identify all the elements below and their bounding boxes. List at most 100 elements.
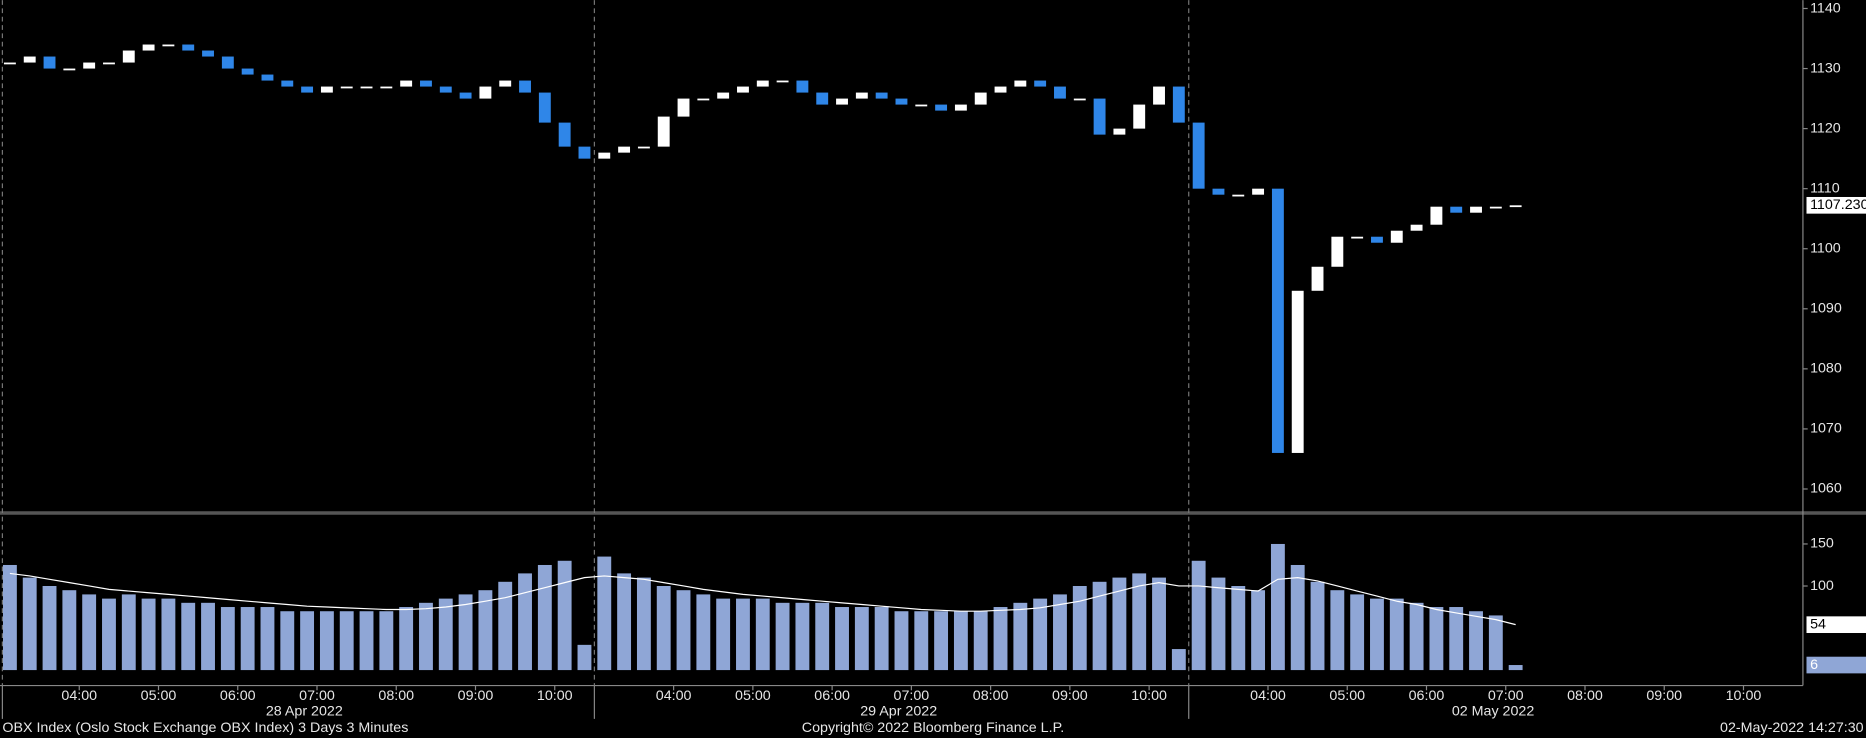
volume-bar — [1171, 649, 1186, 671]
candle — [1331, 236, 1344, 267]
volume-bar — [716, 598, 731, 671]
volume-bar — [973, 611, 988, 671]
candle — [142, 44, 155, 51]
candle — [1252, 188, 1265, 195]
candle — [1192, 122, 1205, 189]
y-tick-label: 1060 — [1810, 481, 1842, 497]
candle — [122, 50, 135, 63]
volume-bar — [260, 607, 275, 671]
candle — [1232, 194, 1245, 197]
candle — [875, 92, 888, 99]
candle — [1034, 80, 1047, 87]
candle — [657, 116, 670, 147]
volume-bar — [141, 598, 156, 671]
candle — [796, 80, 809, 93]
volume-bar — [775, 602, 790, 671]
x-tick-label: 10:00 — [537, 688, 573, 704]
volume-bar — [577, 644, 592, 671]
candle — [420, 80, 432, 87]
candle — [836, 98, 848, 105]
y-tick-label: 1130 — [1810, 60, 1841, 76]
day-label: 29 Apr 2022 — [860, 704, 937, 720]
x-tick-label: 05:00 — [141, 688, 177, 704]
candle — [618, 146, 631, 153]
last-ma-label: 54 — [1810, 616, 1826, 632]
volume-bar — [379, 611, 394, 671]
volume-bar — [220, 607, 235, 671]
candle — [974, 92, 987, 105]
candle — [63, 68, 76, 71]
candle — [1390, 230, 1403, 243]
volume-bar — [795, 602, 810, 671]
candle — [281, 80, 294, 87]
x-tick-label: 07:00 — [299, 688, 335, 704]
x-tick-label: 09:00 — [1052, 688, 1088, 704]
volume-bar — [1191, 560, 1206, 671]
volume-bar — [280, 611, 295, 671]
volume-bar — [1231, 586, 1246, 671]
volume-bar — [1092, 581, 1107, 671]
candle — [677, 98, 690, 117]
volume-bar — [42, 586, 57, 671]
volume-bar — [894, 611, 909, 671]
volume-bar — [359, 611, 374, 671]
x-tick-label: 07:00 — [1488, 688, 1524, 704]
candle — [301, 86, 314, 93]
candle — [598, 152, 611, 159]
y-tick-label: 1120 — [1810, 120, 1841, 136]
volume-bar — [1013, 602, 1028, 671]
candle — [1093, 98, 1106, 135]
x-tick-label: 06:00 — [220, 688, 256, 704]
x-tick-label: 07:00 — [894, 688, 930, 704]
last-price-label: 1107.230 — [1810, 197, 1866, 213]
candle — [182, 44, 195, 51]
candle — [558, 122, 571, 147]
volume-bar — [1112, 577, 1127, 671]
volume-bar — [518, 573, 532, 671]
day-label: 28 Apr 2022 — [266, 704, 343, 720]
candle — [1271, 188, 1284, 453]
candle — [1311, 266, 1324, 291]
volume-bar — [201, 602, 215, 671]
x-tick-label: 09:00 — [458, 688, 494, 704]
volume-ma-line — [9, 572, 1516, 626]
candle — [162, 44, 175, 47]
candle — [1014, 80, 1027, 87]
candle — [697, 98, 710, 101]
volume-bar — [537, 564, 552, 671]
candle — [538, 92, 551, 123]
volume-bar — [62, 590, 77, 671]
volume-bar — [438, 598, 453, 671]
candle — [1351, 236, 1364, 239]
volume-bar — [1370, 598, 1384, 671]
candle — [1113, 128, 1126, 135]
volume-bar — [1350, 594, 1365, 671]
candle — [439, 86, 452, 93]
y-tick-label: 1110 — [1810, 180, 1840, 196]
volume-bar — [1132, 573, 1147, 671]
footer-title: OBX Index (Oslo Stock Exchange OBX Index… — [2, 720, 408, 736]
candle — [400, 80, 413, 87]
last-price-box — [1806, 196, 1866, 214]
volume-bar — [656, 586, 671, 671]
candle — [1172, 86, 1185, 123]
volume-bar — [676, 590, 691, 671]
x-tick-label: 09:00 — [1646, 688, 1682, 704]
x-tick-label: 04:00 — [61, 688, 97, 704]
volume-bar — [815, 602, 830, 671]
candle — [360, 86, 373, 89]
volume-bar — [1310, 581, 1325, 671]
volume-bar — [953, 611, 968, 671]
candle — [1212, 188, 1225, 195]
candle — [855, 92, 868, 99]
candle — [459, 92, 472, 99]
volume-bar — [399, 607, 414, 671]
volume-bar — [1251, 590, 1266, 671]
x-tick-label: 05:00 — [735, 688, 771, 704]
candle — [380, 86, 393, 89]
candle — [1509, 205, 1522, 208]
volume-bar — [22, 577, 37, 671]
candle — [1153, 86, 1165, 105]
candle — [103, 62, 115, 65]
